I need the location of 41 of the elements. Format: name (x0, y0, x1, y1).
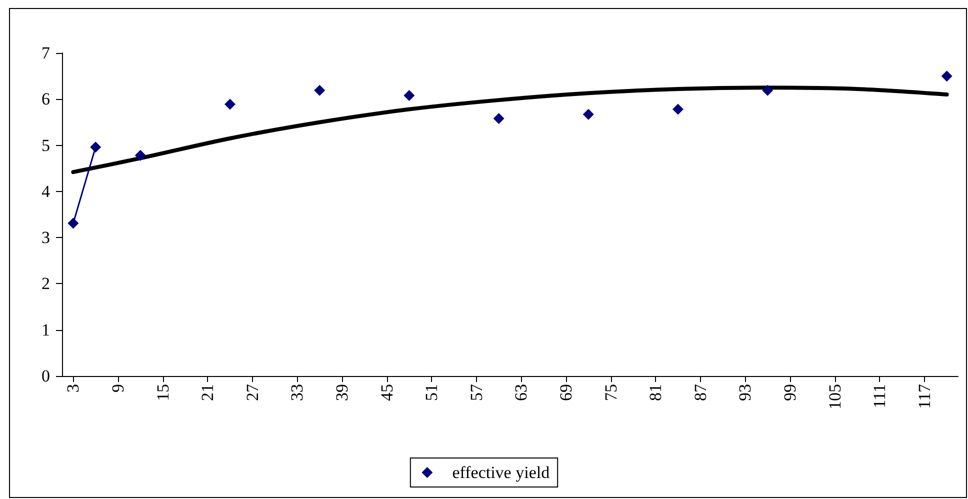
x-tick-label: 87 (690, 384, 710, 401)
x-tick-label: 81 (646, 384, 666, 401)
x-tick-label: 51 (422, 384, 442, 401)
y-tick-label: 6 (42, 90, 50, 109)
x-tick-label: 69 (556, 384, 576, 401)
x-tick-label: 15 (153, 384, 172, 401)
point (941, 70, 952, 82)
y-tick-label: 1 (42, 320, 50, 340)
x-tick-label: 99 (780, 384, 800, 401)
y-tick-label: 7 (42, 44, 50, 62)
point (134, 150, 146, 161)
y-tick-label: 5 (42, 136, 50, 155)
x-tick-label: 75 (601, 384, 620, 401)
x-tick-label: 111 (870, 384, 890, 408)
point (762, 84, 774, 96)
x-tick-label: 105 (825, 384, 844, 410)
x-tick-label: 57 (466, 384, 486, 401)
y-tick-label: 0 (42, 366, 50, 386)
legend-label: effective yield (452, 463, 550, 482)
y-tick-label: 4 (42, 182, 50, 201)
x-tick-label: 27 (242, 384, 262, 401)
x-tick-label: 63 (512, 384, 531, 401)
x-tick-label: 39 (332, 384, 352, 401)
point (493, 113, 504, 124)
x-tick-label: 45 (377, 384, 396, 401)
point (224, 98, 236, 110)
x-tick-label: 33 (288, 384, 307, 401)
y-tick-label: 3 (42, 228, 50, 248)
x-tick-label: 21 (198, 384, 218, 401)
x-tick-label: 3 (64, 384, 83, 392)
point (314, 84, 326, 96)
point (582, 108, 594, 120)
point (68, 218, 79, 229)
point (90, 142, 102, 153)
point (672, 104, 684, 115)
x-tick-label: 93 (736, 384, 755, 401)
line-series (71, 86, 949, 174)
x-tick-label: 117 (914, 384, 934, 409)
y-tick-label: 2 (42, 274, 50, 294)
point (404, 90, 415, 101)
x-tick-label: 9 (108, 384, 128, 392)
